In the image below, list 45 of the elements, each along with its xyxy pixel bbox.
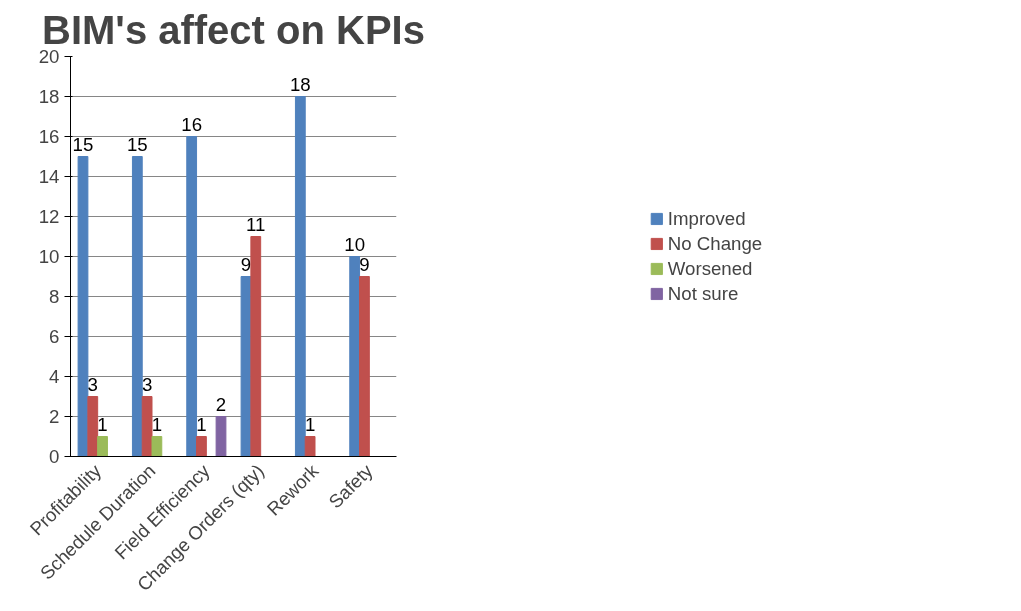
y-tick-label: 2 xyxy=(49,406,60,427)
bar xyxy=(359,276,370,457)
legend-label: Improved xyxy=(667,207,746,230)
data-label: 1 xyxy=(304,413,316,435)
data-label: 9 xyxy=(359,253,370,275)
data-label: 3 xyxy=(87,373,98,395)
bar xyxy=(87,396,99,457)
legend-label: Worsened xyxy=(667,257,753,280)
data-label: 15 xyxy=(72,133,94,155)
bar xyxy=(151,436,163,457)
data-label: 1 xyxy=(196,413,207,435)
data-label: 15 xyxy=(126,133,148,155)
data-label: 3 xyxy=(141,373,153,395)
bar xyxy=(349,256,361,457)
bar xyxy=(131,156,143,457)
y-tick-label: 20 xyxy=(38,46,60,67)
y-tick-label: 14 xyxy=(38,166,60,187)
data-label: 10 xyxy=(344,233,366,255)
y-tick-label: 4 xyxy=(49,366,60,387)
y-tick-label: 6 xyxy=(49,326,60,347)
bar xyxy=(196,436,207,457)
y-tick-label: 18 xyxy=(38,86,60,107)
legend-label: No Change xyxy=(667,232,763,255)
y-tick-label: 10 xyxy=(38,246,60,267)
bar xyxy=(186,136,198,457)
bar xyxy=(215,416,227,457)
data-label: 1 xyxy=(151,413,163,435)
bar xyxy=(240,276,252,457)
data-label: 9 xyxy=(240,253,252,275)
bar xyxy=(141,396,153,457)
bar xyxy=(77,156,89,457)
legend-label: Not sure xyxy=(667,282,739,305)
bar xyxy=(294,96,306,457)
y-tick-label: 0 xyxy=(49,446,60,467)
data-label: 1 xyxy=(97,413,108,435)
data-label: 2 xyxy=(215,393,227,415)
data-label: 16 xyxy=(181,113,203,135)
y-tick-label: 16 xyxy=(38,126,60,147)
data-label: 18 xyxy=(289,73,311,95)
bar xyxy=(304,436,316,457)
y-tick-label: 8 xyxy=(49,286,60,307)
data-label: 11 xyxy=(246,213,266,235)
bar xyxy=(97,436,108,457)
bar xyxy=(250,236,262,457)
y-tick-label: 12 xyxy=(38,206,60,227)
